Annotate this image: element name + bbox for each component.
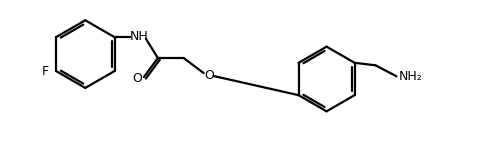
- Text: NH: NH: [129, 30, 148, 43]
- Text: O: O: [132, 73, 142, 86]
- Text: NH₂: NH₂: [398, 70, 421, 83]
- Text: O: O: [204, 69, 214, 82]
- Text: F: F: [41, 65, 48, 78]
